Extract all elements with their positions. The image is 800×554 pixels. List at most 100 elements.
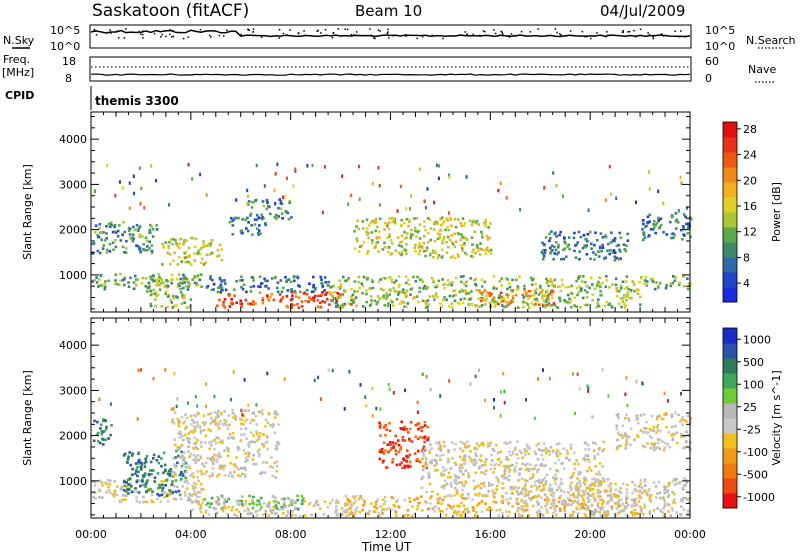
velocity-cell	[296, 507, 300, 511]
velocity-cell	[675, 511, 679, 514]
velocity-cell	[590, 482, 594, 485]
velocity-cell	[484, 494, 487, 497]
velocity-cell	[147, 489, 150, 492]
velocity-cell	[155, 458, 159, 462]
power-cell	[169, 262, 172, 266]
power-cell	[547, 299, 550, 302]
velocity-cell	[237, 510, 241, 514]
velocity-cell	[158, 494, 161, 497]
power-cell	[347, 277, 350, 280]
velocity-cell	[462, 441, 465, 445]
power-cell	[459, 298, 463, 301]
velocity-cell	[163, 463, 167, 467]
velocity-sparse-cell	[625, 376, 628, 380]
velocity-cell	[269, 465, 272, 468]
power-cell	[144, 277, 148, 280]
power-cell	[353, 290, 356, 293]
power-cell	[252, 279, 255, 282]
velocity-cell	[93, 419, 96, 423]
power-sparse-cell	[155, 178, 158, 183]
velocity-cell	[472, 458, 476, 462]
velocity-cell	[619, 444, 622, 448]
velocity-cell	[553, 502, 556, 506]
velocity-cell	[572, 510, 576, 514]
power-cell	[435, 284, 439, 287]
power-cell	[388, 233, 391, 236]
velocity-cell	[480, 500, 484, 503]
power-sparse-cell	[94, 189, 96, 194]
velocity-cell	[617, 416, 620, 419]
power-cell	[196, 283, 200, 287]
velocity-cell	[414, 435, 418, 438]
velocity-cell	[343, 511, 346, 514]
power-cell	[184, 277, 188, 280]
velocity-cell	[256, 439, 259, 442]
velocity-cell	[294, 513, 298, 517]
velocity-cell	[456, 492, 459, 495]
velocity-cell	[418, 435, 422, 439]
velocity-cell	[421, 475, 425, 479]
velocity-cell	[453, 479, 456, 482]
power-cell	[338, 306, 342, 310]
velocity-cell	[437, 501, 440, 505]
velocity-cell	[516, 502, 520, 506]
power-cell	[601, 246, 605, 249]
velocity-cell	[536, 503, 540, 507]
velocity-cell	[570, 487, 573, 490]
power-cell	[400, 300, 404, 303]
power-cell	[365, 227, 369, 230]
power-sparse-cell	[282, 195, 285, 200]
power-cell	[390, 277, 393, 281]
velocity-cell	[235, 466, 239, 470]
velocity-cell	[255, 514, 259, 517]
velocity-cell	[505, 498, 509, 501]
velocity-cell	[553, 498, 557, 502]
velocity-cell	[581, 497, 585, 500]
noise-search-point	[565, 35, 568, 37]
velocity-cell	[680, 505, 683, 509]
power-cell	[447, 228, 451, 232]
velocity-cell	[453, 493, 457, 497]
velocity-cell	[484, 469, 488, 472]
velocity-cell	[161, 483, 164, 487]
velocity-cell	[210, 416, 213, 420]
velocity-cell	[182, 463, 185, 466]
noise-search-point	[679, 35, 681, 38]
velocity-sparse-cell	[503, 400, 506, 405]
velocity-cell	[243, 433, 246, 436]
power-cell	[662, 230, 665, 234]
power-cell	[249, 214, 252, 217]
power-cell	[184, 260, 188, 264]
power-cell	[613, 239, 616, 243]
velocity-cell	[113, 492, 117, 495]
power-cell	[377, 230, 381, 233]
power-cell	[247, 200, 251, 203]
power-cell	[579, 289, 583, 292]
power-cell	[492, 275, 496, 278]
velocity-cell	[354, 499, 357, 502]
power-cell	[505, 300, 508, 304]
power-cell	[148, 247, 151, 250]
velocity-cell	[258, 431, 262, 435]
power-cell	[604, 234, 607, 237]
velocity-cell	[558, 507, 562, 511]
velocity-cell	[530, 497, 533, 500]
power-cell	[310, 290, 314, 294]
velocity-cell	[296, 498, 300, 502]
velocity-sparse-cell	[331, 368, 334, 373]
velocity-cell	[564, 503, 568, 506]
noise-right-tick-top: 10^5	[705, 24, 735, 37]
power-cell	[426, 299, 430, 302]
power-cell	[325, 291, 328, 295]
velocity-cell	[463, 443, 467, 446]
velocity-cell	[221, 506, 224, 510]
velocity-cell	[204, 421, 208, 424]
velocity-cell	[221, 509, 225, 513]
power-cell	[256, 231, 260, 235]
velocity-cell	[554, 482, 557, 485]
velocity-cell	[600, 508, 603, 511]
velocity-cell	[290, 498, 294, 502]
velocity-cell	[495, 509, 498, 512]
velocity-cell	[518, 514, 522, 518]
velocity-cell	[509, 454, 512, 457]
